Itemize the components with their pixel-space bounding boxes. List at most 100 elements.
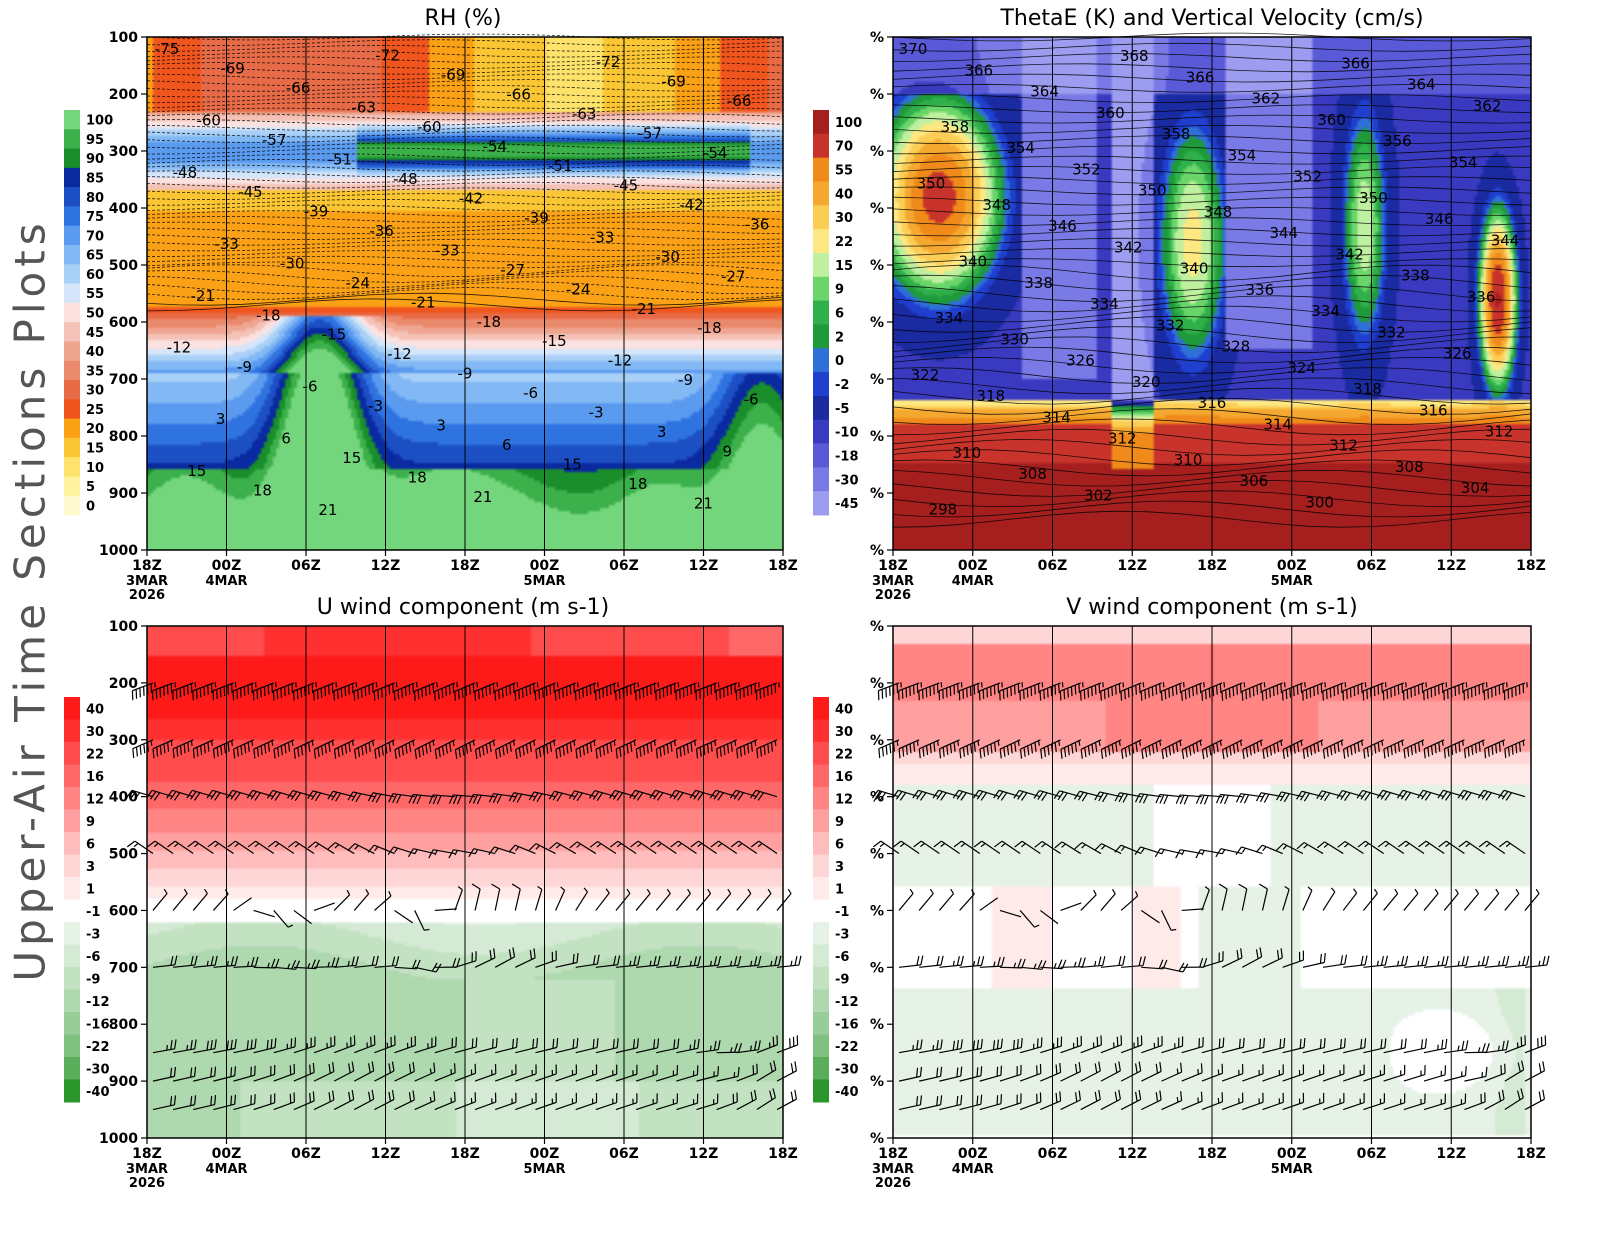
y-tick-label: 300 [109,144,138,160]
x-date-label: 3MAR [126,1162,168,1177]
contour-label: -3 [589,404,604,422]
colorbar-swatch [813,832,829,855]
contour-label: 21 [694,495,713,513]
contour-label: 316 [1419,401,1448,419]
x-tick-label: 18Z [1197,558,1227,574]
wind-barb [186,789,214,801]
wind-barb [1160,910,1177,931]
contour-label: 346 [1048,217,1077,235]
x-tick-label: 18Z [450,1146,480,1162]
wind-barb [354,1089,375,1111]
wind-barb [374,1061,395,1082]
wind-barb [1342,888,1358,911]
wind-barb [979,897,999,911]
wind-barb [354,1035,376,1054]
x-date-label: 3MAR [126,574,168,589]
wind-barb [555,1064,577,1082]
colorbar-label: 25 [86,403,104,418]
wind-barb [555,953,579,968]
colorbar-label: 70 [835,140,853,155]
wind-barb [1296,790,1324,802]
contour-label: 312 [1108,430,1137,448]
wind-barb [514,682,539,701]
colorbar-swatch [813,854,829,878]
wind-barb [1322,1038,1346,1054]
wind-barb [491,883,501,911]
colorbar: 1009590858075706560555045403530252015105… [64,110,113,516]
wind-barb [488,846,516,855]
colorbar-swatch [813,967,829,990]
contour-line [146,56,784,64]
wind-barb [535,950,557,968]
wind-barb [1120,682,1145,701]
wind-barb [1383,1064,1406,1082]
wind-barb [1080,1089,1101,1111]
contour-label: 364 [1030,83,1059,101]
wind-barb [454,1037,478,1054]
wind-barb [494,947,516,968]
wind-barb [454,1092,477,1111]
wind-barb [1282,1037,1306,1054]
y-tick-label: % [870,429,884,445]
colorbar-label: 15 [86,442,104,457]
wind-barb [394,1090,415,1111]
wind-barb [919,1039,943,1054]
wind-barb [656,1093,679,1111]
colorbar-label: 15 [835,259,853,274]
wind-barb [1403,739,1425,759]
wind-barb [434,957,461,968]
contour-label: -36 [369,222,394,240]
x-tick-label: 00Z [958,1146,988,1162]
x-date-label: 5MAR [1271,1162,1313,1177]
wind-barb [635,1064,658,1082]
wind-barb [548,790,576,802]
wind-barb [408,793,435,805]
wind-barb [1483,682,1508,701]
wind-barb [313,1090,335,1111]
wind-barb [1316,790,1344,802]
contour-label: -24 [566,280,591,298]
wind-barb [993,789,1021,801]
wind-barb [1201,682,1226,701]
contour-label: -66 [506,86,531,104]
wind-barb [1377,840,1405,855]
x-tick-label: 06Z [291,1146,321,1162]
colorbar-label: 5 [86,480,95,495]
wind-barb [374,890,392,911]
wind-barb [226,789,254,801]
barb-group [125,682,802,1111]
contour-label: -18 [256,306,281,324]
contour-line [146,124,784,132]
wind-barb [1463,739,1485,759]
contour-label: 370 [899,40,928,58]
wind-barb [1464,1092,1486,1111]
colorbar-swatch [64,399,80,420]
colorbar-label: 70 [86,229,104,244]
wind-barb [1161,739,1182,760]
wind-barb [1215,793,1243,805]
colorbar-swatch [64,322,80,342]
wind-barb [575,1064,598,1082]
x-date-label: 2026 [129,588,165,603]
wind-barb [434,682,458,701]
contour-line [146,233,784,240]
wind-barb [471,883,481,911]
colorbar-label: -16 [835,1017,859,1032]
colorbar-label: -30 [835,1062,859,1077]
wind-barb [635,1038,660,1054]
wind-barb [973,840,1001,855]
wind-barb [1417,789,1445,801]
wind-barb [167,840,194,855]
contour-line [146,101,784,109]
x-date-label: 2026 [129,1176,165,1191]
wind-barb [172,682,197,701]
contour-label: -51 [328,150,353,168]
colorbar-swatch [64,787,80,810]
wind-barb [898,1066,923,1082]
colorbar-label: 60 [86,268,104,283]
contour-line [146,187,784,195]
contour-label: 330 [1000,330,1029,348]
wind-barb [1443,739,1465,759]
colorbar-label: -22 [835,1040,859,1055]
wind-barb [1463,682,1488,701]
